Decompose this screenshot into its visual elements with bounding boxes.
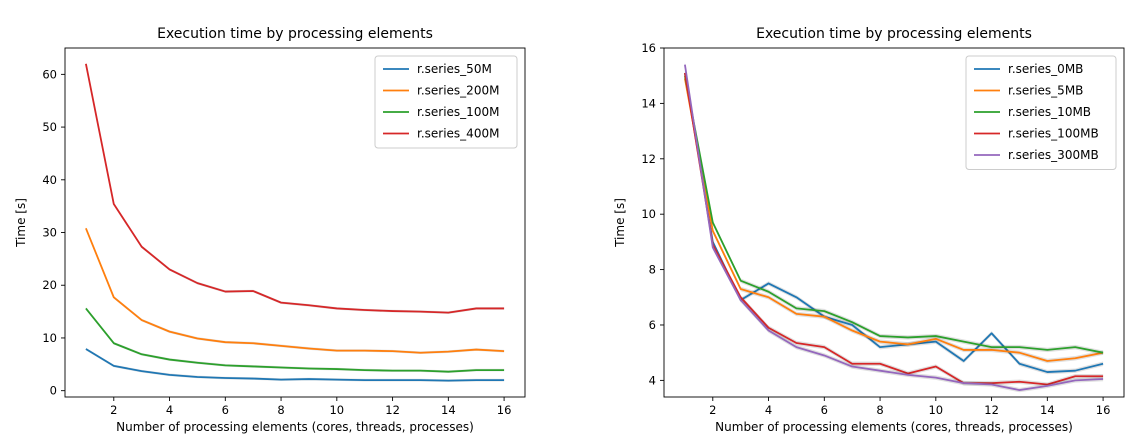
x-tick-label: 6	[222, 403, 229, 417]
chart-left: Execution time by processing elements 2 4 6…	[14, 26, 526, 434]
y-tick-label: 60	[42, 67, 57, 81]
series-line	[684, 72, 1104, 373]
legend-label: r.series_400M	[417, 127, 499, 141]
y-tick-label: 4	[649, 373, 656, 387]
x-tick-label: 16	[1096, 403, 1111, 417]
y-tick-label: 30	[42, 226, 57, 240]
x-tick-label: 12	[984, 403, 999, 417]
legend-label: r.series_100MB	[1008, 127, 1099, 141]
x-tick-label: 10	[928, 403, 943, 417]
series-line	[684, 64, 1104, 391]
y-axis-label: Time [s]	[613, 198, 627, 248]
x-tick-label: 14	[441, 403, 456, 417]
y-tick-label: 14	[641, 96, 656, 110]
legend-label: r.series_10MB	[1008, 105, 1091, 119]
x-axis-label: Number of processing elements (cores, th…	[116, 420, 474, 434]
series-line	[85, 348, 505, 382]
legend-label: r.series_0MB	[1008, 62, 1083, 76]
y-tick-label: 10	[42, 331, 57, 345]
chart-title: Execution time by processing elements	[157, 26, 433, 42]
legend-label: r.series_50M	[417, 62, 492, 76]
x-tick-label: 2	[709, 403, 716, 417]
x-tick-label: 6	[821, 403, 828, 417]
x-tick-label: 4	[166, 403, 173, 417]
y-tick-label: 20	[42, 278, 57, 292]
x-tick-label: 14	[1040, 403, 1055, 417]
y-tick-label: 16	[641, 41, 656, 55]
y-tick-label: 0	[50, 384, 57, 398]
y-axis-label: Time [s]	[14, 198, 28, 248]
series-line	[85, 307, 505, 373]
x-tick-label: 4	[765, 403, 772, 417]
y-tick-label: 40	[42, 173, 57, 187]
legend-label: r.series_5MB	[1008, 84, 1083, 98]
x-axis-label: Number of processing elements (cores, th…	[715, 420, 1073, 434]
y-tick-label: 12	[641, 152, 656, 166]
x-tick-label: 12	[385, 403, 400, 417]
x-tick-label: 8	[876, 403, 883, 417]
series-line	[684, 78, 1104, 362]
series-band	[85, 307, 505, 374]
chart-title: Execution time by processing elements	[756, 26, 1032, 42]
x-tick-label: 2	[110, 403, 117, 417]
x-tick-label: 10	[329, 403, 344, 417]
legend-label: r.series_200M	[417, 84, 499, 98]
chart-right: Execution time by processing elements 2 4 6…	[613, 26, 1125, 434]
series-line	[684, 72, 1104, 386]
x-tick-label: 8	[277, 403, 284, 417]
series-band	[85, 226, 505, 355]
legend-box	[965, 55, 1117, 170]
y-tick-label: 50	[42, 120, 57, 134]
series-line	[85, 227, 505, 354]
y-tick-label: 10	[641, 207, 656, 221]
plot-frame	[64, 47, 526, 398]
legend-label: r.series_300MB	[1008, 148, 1099, 162]
plot-frame	[663, 47, 1125, 398]
legend-box	[374, 55, 518, 149]
series-line	[684, 75, 1104, 354]
series-line	[85, 63, 505, 314]
legend-label: r.series_100M	[417, 105, 499, 119]
y-tick-label: 8	[649, 263, 656, 277]
x-tick-label: 16	[497, 403, 512, 417]
y-tick-label: 6	[649, 318, 656, 332]
